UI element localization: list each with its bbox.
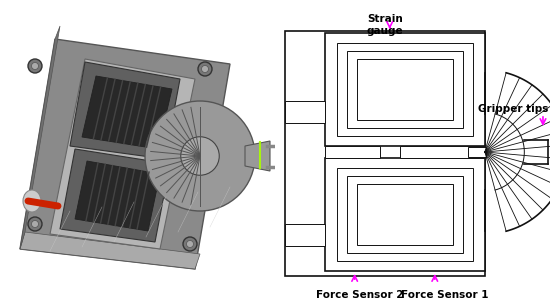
Polygon shape — [82, 76, 172, 149]
Polygon shape — [75, 161, 160, 231]
Polygon shape — [20, 232, 200, 269]
Bar — [284, 224, 324, 246]
Ellipse shape — [31, 63, 38, 70]
Bar — [400, 146, 485, 158]
Text: Strain
gauge: Strain gauge — [366, 14, 403, 36]
Ellipse shape — [28, 217, 42, 231]
Bar — [284, 31, 485, 276]
Ellipse shape — [23, 190, 41, 212]
Text: Force Sensor 2: Force Sensor 2 — [316, 290, 403, 300]
Text: Force Sensor 1: Force Sensor 1 — [401, 290, 488, 300]
Bar — [337, 168, 473, 261]
Ellipse shape — [28, 59, 42, 73]
Ellipse shape — [181, 137, 219, 175]
Bar — [337, 43, 473, 136]
Ellipse shape — [145, 101, 255, 211]
Bar — [346, 51, 463, 128]
Text: Gripper tips: Gripper tips — [477, 104, 548, 114]
Bar — [356, 59, 453, 120]
Bar — [324, 146, 380, 158]
Ellipse shape — [31, 220, 38, 227]
Ellipse shape — [201, 65, 208, 72]
Polygon shape — [50, 59, 195, 249]
Ellipse shape — [186, 240, 194, 247]
Bar — [346, 176, 463, 253]
Polygon shape — [20, 39, 230, 269]
Polygon shape — [70, 62, 180, 159]
Bar — [284, 101, 324, 123]
Bar — [324, 158, 485, 271]
Bar — [468, 147, 486, 157]
Polygon shape — [20, 26, 60, 249]
Polygon shape — [245, 141, 270, 171]
Bar — [324, 33, 485, 146]
Bar — [356, 184, 453, 245]
Ellipse shape — [183, 237, 197, 251]
Ellipse shape — [198, 62, 212, 76]
Polygon shape — [60, 149, 170, 242]
